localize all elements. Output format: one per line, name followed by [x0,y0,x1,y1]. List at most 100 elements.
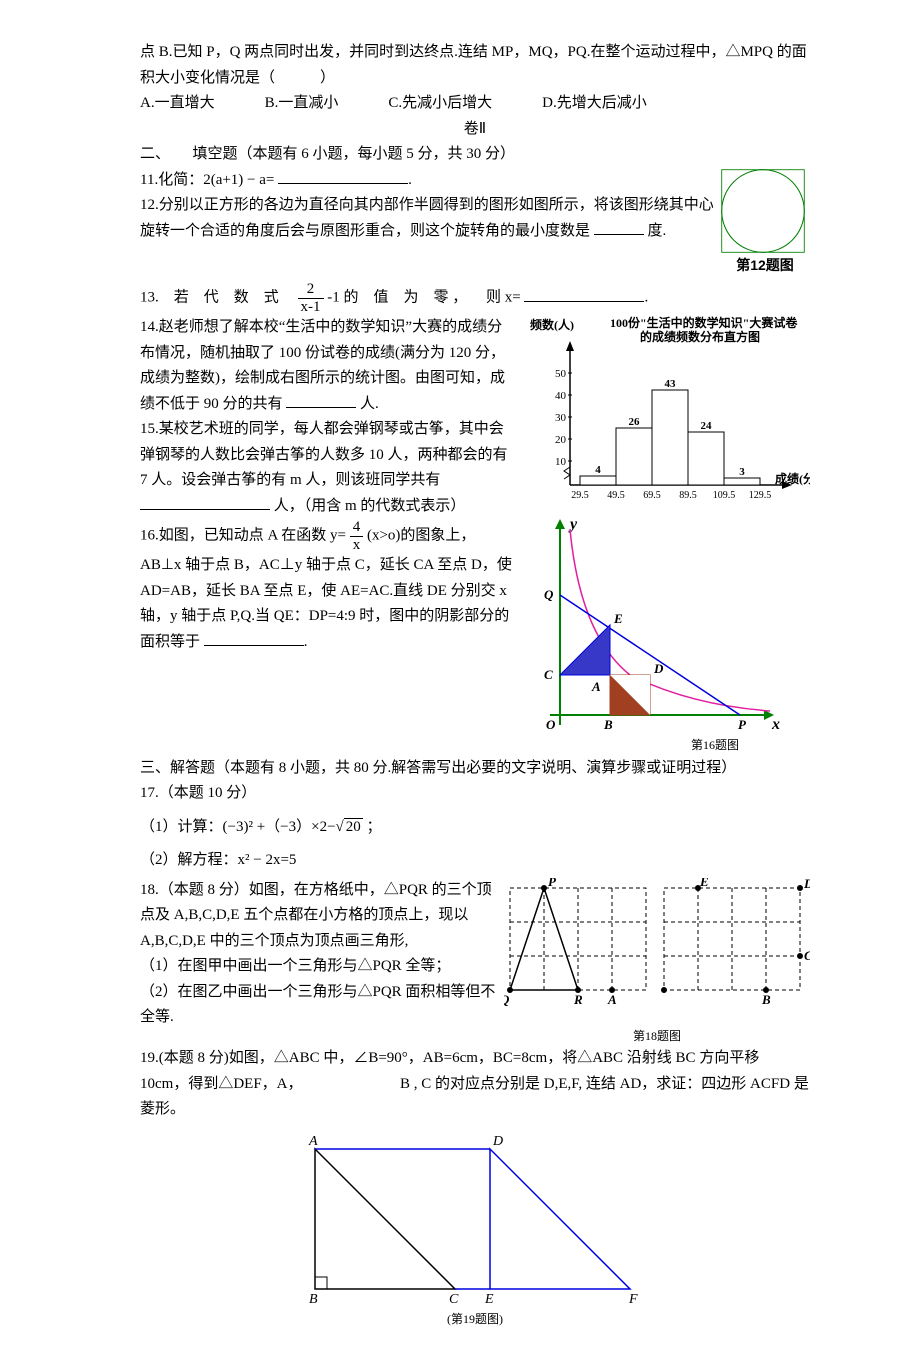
svg-text:P: P [548,878,557,889]
svg-text:4: 4 [595,464,601,476]
q10-opt-d: D.先增大后减小 [542,91,647,117]
q17: 17.（本题 10 分） （1）计算：(−3)² +（−3）×2−20 ； （2… [140,781,810,874]
q16-caption: 第16题图 [620,735,810,755]
q16: 16.如图，已知动点 A 在函数 y= 4 x (x>o)的图象上， AB⊥x … [140,519,514,655]
q13-num: 2 [298,281,324,299]
q14-16-text: 14.赵老师想了解本校“生活中的数学知识”大赛的成绩分布情况，随机抽取了 100… [140,315,520,655]
q10-options: A.一直增大 B.一直减小 C.先减小后增大 D.先增大后减小 [140,91,810,117]
q17-sqrt: 20 [336,815,363,841]
svg-text:P: P [738,717,747,732]
svg-text:3: 3 [739,466,745,478]
svg-text:50: 50 [555,368,567,380]
q14: 14.赵老师想了解本校“生活中的数学知识”大赛的成绩分布情况，随机抽取了 100… [140,315,514,417]
svg-text:10: 10 [555,456,567,468]
svg-text:C: C [804,948,810,963]
q11-q12-row: 11.化简：2(a+1) − a= . 12.分别以正方形的各边为直径向其内部作… [140,168,810,278]
q17-p2: （2）解方程：x² − 2x=5 [140,848,810,874]
hist-title1: 100份"生活中的数学知识"大赛试卷 [610,315,798,330]
q13: 13. 若 代 数 式 2 x-1 -1 的 值 为 零 ， 则 x= . [140,281,810,315]
q18-p1: （1）在图甲中画出一个三角形与△PQR 全等； [140,954,498,980]
q19-svg: A B C D E F [285,1129,665,1309]
q18-figure: P Q R A B C D E 第18题图 [504,878,810,1046]
q18-head: 18.（本题 8 分）如图，在方格纸中，△PQR 的三个顶点及 A,B,C,D,… [140,878,498,955]
q10-stem: 点 B.已知 P，Q 两点同时出发，并同时到达终点.连结 MP，MQ，PQ.在整… [140,40,810,91]
q11-text: 11.化简：2(a+1) − a= [140,172,274,188]
svg-text:40: 40 [555,390,567,402]
section2-title: 二、 填空题（本题有 6 小题，每小题 5 分，共 30 分） [140,142,810,168]
svg-text:E: E [699,878,709,889]
svg-text:E: E [484,1292,494,1307]
q17-p1: （1）计算：(−3)² +（−3）×2−20 ； [140,815,810,841]
q19: 19.(本题 8 分)如图，△ABC 中，∠B=90°，AB=6cm，BC=8c… [140,1046,810,1123]
q16-body: AB⊥x 轴于点 B，AC⊥y 轴于点 C，延长 CA 至点 D，使 AD=AB… [140,557,512,650]
svg-text:D: D [803,878,810,891]
q13-frac: 2 x-1 [298,281,324,315]
q15-text: 15.某校艺术班的同学，每人都会弹钢琴或古筝，其中会弹钢琴的人数比会弹古筝的人数… [140,421,508,488]
q19-figwrap: A B C D E F (第19题图) [140,1129,810,1329]
svg-text:E: E [613,611,623,626]
q13-pre: 13. 若 代 数 式 [140,290,294,306]
svg-text:A: A [308,1134,318,1149]
svg-text:109.5: 109.5 [713,490,736,501]
svg-text:A: A [591,679,601,694]
svg-text:43: 43 [665,378,677,390]
q15: 15.某校艺术班的同学，每人都会弹钢琴或古筝，其中会弹钢琴的人数比会弹古筝的人数… [140,417,514,519]
section3-title: 三、解答题（本题有 8 小题，共 80 分.解答需写出必要的文字说明、演算步骤或… [140,756,810,782]
q17-rad: 20 [344,818,363,835]
svg-text:26: 26 [629,416,641,428]
q16-blank [204,630,304,646]
q16-pre: 16.如图，已知动点 A 在函数 y= [140,528,346,544]
svg-text:20: 20 [555,434,567,446]
svg-text:Q: Q [544,587,554,602]
q12-blank [594,219,644,235]
svg-text:R: R [573,992,583,1007]
q19-figure: A B C D E F (第19题图) [285,1129,665,1329]
q14-histogram: 频数(人) 100份"生活中的数学知识"大赛试卷 的成绩频数分布直方图 10 2… [520,315,810,515]
q18-svg: P Q R A B C D E [504,878,810,1028]
svg-text:24: 24 [701,420,713,432]
hist-xlabel: 成绩(分) [775,471,810,486]
q14-tail: 人. [360,396,379,412]
q19-caption: (第19题图) [285,1309,665,1329]
q12-figure: 第12题图 [720,168,810,278]
svg-text:D: D [492,1134,503,1149]
svg-text:x: x [771,716,780,733]
svg-text:69.5: 69.5 [643,490,661,501]
q12: 12.分别以正方形的各边为直径向其内部作半圆得到的图形如图所示，将该图形绕其中心… [140,193,714,244]
q12-svg [720,168,806,254]
q16-den: x [350,537,364,554]
q16-mid: (x>o)的图象上， [367,528,475,544]
q16-frac: 4 x [350,519,364,553]
q13-den: x-1 [298,299,324,316]
q14-blank [286,392,356,408]
q18-p2-text: （2）在图乙中画出一个三角形与△PQR 面积相等但不全等. [140,984,495,1026]
svg-text:C: C [449,1292,459,1307]
q12-tail: 度. [648,223,667,239]
q19-text: 19.(本题 8 分)如图，△ABC 中，∠B=90°，AB=6cm，BC=8c… [140,1050,809,1117]
q11: 11.化简：2(a+1) − a= . [140,168,714,194]
q11-q12-text: 11.化简：2(a+1) − a= . 12.分别以正方形的各边为直径向其内部作… [140,168,714,245]
q14-16-row: 14.赵老师想了解本校“生活中的数学知识”大赛的成绩分布情况，随机抽取了 100… [140,315,810,755]
svg-text:Q: Q [504,992,510,1007]
q17-p1-pre: （1）计算：(−3)² +（−3）×2− [140,819,336,835]
q18-text: 18.（本题 8 分）如图，在方格纸中，△PQR 的三个顶点及 A,B,C,D,… [140,878,504,1031]
svg-text:C: C [544,667,553,682]
q11-blank [278,168,408,184]
q18-row: 18.（本题 8 分）如图，在方格纸中，△PQR 的三个顶点及 A,B,C,D,… [140,878,810,1046]
svg-text:29.5: 29.5 [571,490,589,501]
right-figures: 频数(人) 100份"生活中的数学知识"大赛试卷 的成绩频数分布直方图 10 2… [520,315,810,755]
svg-text:O: O [546,717,556,732]
q10-opt-b: B.一直减小 [265,91,339,117]
svg-text:30: 30 [555,412,567,424]
svg-text:B: B [309,1292,318,1307]
svg-text:A: A [607,992,617,1007]
q18-p2: （2）在图乙中画出一个三角形与△PQR 面积相等但不全等. [140,980,498,1031]
svg-text:89.5: 89.5 [679,490,697,501]
q10-tail: 点 B.已知 P，Q 两点同时出发，并同时到达终点.连结 MP，MQ，PQ.在整… [140,40,810,117]
q13-mid: -1 的 值 为 零 ， 则 x= [327,290,520,306]
svg-text:B: B [761,992,771,1007]
svg-text:D: D [653,661,664,676]
q12-caption: 第12题图 [720,254,810,278]
q13-blank [524,286,644,302]
hist-title2: 的成绩频数分布直方图 [640,329,760,344]
